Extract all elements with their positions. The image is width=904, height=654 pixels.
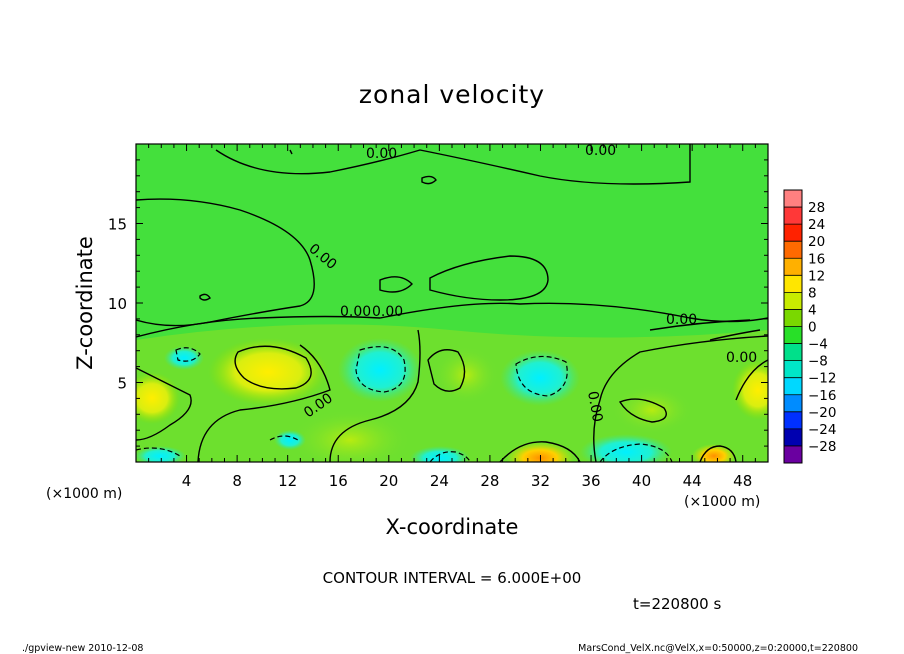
y-tick-label: 5 [117, 375, 127, 393]
contour-interval-text: CONTOUR INTERVAL = 6.000E+00 [323, 569, 582, 587]
colorbar-label: 20 [808, 234, 825, 250]
colorbar-label: 12 [808, 268, 825, 284]
x-tick-label: 24 [430, 472, 449, 490]
x-tick-label: 44 [683, 472, 702, 490]
x-tick-label: 32 [531, 472, 550, 490]
colorbar-swatch [784, 309, 802, 327]
y-axis: 5 10 15 [108, 159, 768, 447]
contour-label: 0.00 [585, 143, 616, 159]
colorbar-swatch [784, 377, 802, 396]
colorbar-swatch [784, 428, 802, 447]
x-tick-label: 12 [278, 472, 297, 490]
colorbar-swatch [784, 292, 802, 310]
contour-label: 0.00 [372, 304, 403, 320]
footer-left: ./gpview-new 2010-12-08 [22, 643, 143, 654]
contour-label: 0.00 [366, 146, 397, 162]
colorbar-swatch [784, 190, 802, 208]
colorbar-swatch [784, 343, 802, 362]
contour-label: 0.00 [666, 312, 697, 328]
colorbar-swatch [784, 411, 802, 430]
x-tick-label: 36 [581, 472, 600, 490]
time-label: t=220800 s [633, 595, 721, 613]
colorbar-label: 0 [808, 320, 817, 336]
colorbar-label: −24 [808, 422, 837, 438]
x-tick-label: 4 [182, 472, 192, 490]
velocity-field [136, 144, 768, 462]
colorbar-swatch [784, 445, 802, 464]
x-axis: 4 8 12 16 20 24 28 32 36 40 44 48 [148, 144, 756, 490]
colorbar-label: −8 [808, 354, 828, 370]
contour-label: 0.00 [726, 350, 757, 366]
colorbar-swatch [784, 360, 802, 379]
colorbar-label: −20 [808, 405, 837, 421]
x-tick-label: 40 [632, 472, 651, 490]
colorbar-label: −12 [808, 371, 837, 387]
y-axis-title: Z-coordinate [73, 236, 97, 370]
colorbar-label: 24 [808, 217, 825, 233]
colorbar-swatch [784, 241, 802, 259]
x-tick-label: 20 [379, 472, 398, 490]
footer-right: MarsCond_VelX.nc@VelX,x=0:50000,z=0:2000… [578, 643, 858, 654]
y-tick-label: 10 [108, 295, 127, 313]
x-unit-right: (×1000 m) [684, 494, 760, 510]
colorbar-label: 16 [808, 251, 825, 267]
x-tick-label: 28 [480, 472, 499, 490]
x-axis-title: X-coordinate [386, 515, 519, 539]
x-tick-label: 8 [232, 472, 242, 490]
colorbar-label: −16 [808, 388, 837, 404]
colorbar-swatch [784, 224, 802, 242]
colorbar-label: 4 [808, 302, 817, 318]
colorbar-swatch [784, 394, 802, 413]
colorbar-label: 8 [808, 285, 817, 301]
colorbar-label: 28 [808, 200, 825, 216]
colorbar-label: −4 [808, 337, 828, 353]
colorbar-swatch [784, 207, 802, 225]
colorbar-swatch [784, 326, 802, 345]
x-unit-left: (×1000 m) [46, 486, 122, 502]
x-tick-label: 48 [733, 472, 752, 490]
contour-label: 0.00 [340, 304, 371, 320]
y-tick-label: 15 [108, 216, 127, 234]
colorbar-swatch [784, 275, 802, 293]
chart-title: zonal velocity [359, 80, 545, 109]
colorbar-swatch [784, 258, 802, 276]
colorbar-label: −28 [808, 439, 837, 455]
x-tick-label: 16 [329, 472, 348, 490]
contour-label: 0.00 [584, 390, 605, 423]
